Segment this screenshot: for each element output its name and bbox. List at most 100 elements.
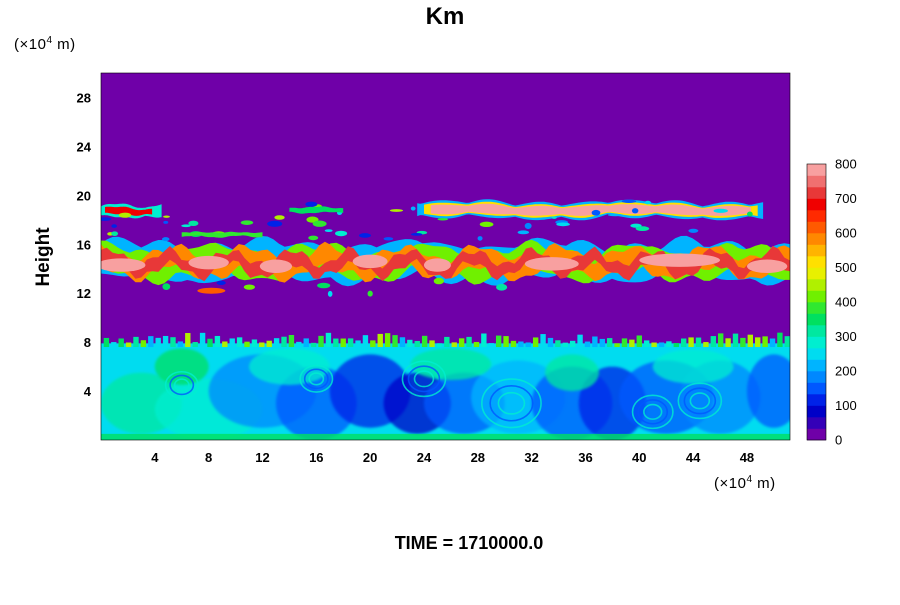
colorbar-tick-label: 800: [835, 157, 857, 172]
lower-fringe: [718, 333, 724, 348]
y-tick-label: 20: [77, 188, 91, 203]
middle-max-patch: [101, 258, 146, 272]
lower-fringe: [370, 340, 376, 348]
middle-max-patch: [524, 257, 579, 271]
lower-fringe: [784, 336, 790, 348]
upper-speck: [410, 206, 416, 211]
lower-fringe: [273, 338, 280, 348]
lower-fringe: [518, 341, 524, 348]
y-tick-label: 16: [77, 237, 91, 252]
middle-layer: [101, 230, 790, 297]
colorbar-tick-label: 200: [835, 364, 857, 379]
heatmap-plot-area: [101, 73, 790, 440]
middle-speck: [383, 237, 394, 241]
colorbar-swatch: [807, 256, 826, 268]
lower-swirl: [631, 394, 674, 430]
upper-speck: [747, 211, 753, 217]
lower-fringe: [569, 340, 576, 348]
x-tick-label: 28: [471, 450, 485, 465]
colorbar-swatch: [807, 244, 826, 257]
lower-fringe: [347, 338, 354, 348]
lower-fringe: [688, 337, 694, 348]
lower-fringe: [414, 340, 420, 348]
lower-fringe: [503, 336, 509, 348]
upper-speck: [188, 220, 199, 227]
upper-speck: [621, 199, 637, 203]
lower-fringe: [606, 338, 613, 348]
lower-eddy: [410, 348, 492, 381]
upper-speck: [524, 222, 532, 230]
upper-speck: [389, 209, 404, 212]
lower-fringe: [340, 338, 346, 348]
lower-fringe: [651, 342, 657, 348]
lower-swirl: [164, 370, 199, 399]
lower-fringe: [362, 335, 369, 348]
lower-fringe: [547, 337, 554, 348]
lower-fringe: [532, 337, 539, 348]
y-tick-label: 8: [84, 335, 91, 350]
colorbar-swatch: [807, 428, 826, 441]
lower-fringe: [599, 338, 605, 348]
lower-fringe: [510, 340, 517, 348]
lower-fringe: [155, 337, 161, 348]
lower-swirl: [169, 374, 195, 396]
lower-fringe: [673, 343, 679, 348]
upper-speck: [607, 213, 623, 217]
colorbar-swatch: [807, 394, 826, 406]
x-tick-label: 32: [524, 450, 538, 465]
x-tick-label: 44: [686, 450, 701, 465]
colorbar-swatch: [807, 233, 826, 245]
lower-fringe: [643, 340, 650, 348]
lower-swirl: [489, 385, 534, 422]
upper-speck: [688, 228, 699, 233]
x-tick-label: 36: [578, 450, 592, 465]
middle-speck: [327, 290, 333, 297]
plot-frame: [100, 72, 791, 441]
lower-swirl: [401, 360, 447, 398]
lower-fringe: [658, 342, 665, 348]
colorbar-swatch: [807, 359, 826, 372]
y-unit-label: (×104 m): [14, 35, 76, 53]
y-tick-label: 28: [77, 90, 91, 105]
middle-speck: [216, 280, 226, 286]
upper-speck: [163, 220, 169, 224]
lower-fringe: [377, 333, 383, 348]
upper-speck: [111, 224, 117, 228]
upper-speck: [631, 208, 639, 214]
y-tick-label: 24: [77, 139, 92, 154]
lower-fringe: [614, 343, 620, 348]
lower-fringe: [451, 342, 457, 348]
upper-speck: [551, 216, 557, 219]
colorbar-tick-label: 600: [835, 226, 857, 241]
lower-swirl: [303, 368, 329, 390]
lower-fringe: [740, 337, 746, 348]
upper-speck: [437, 218, 449, 221]
middle-max-patch: [746, 259, 788, 274]
middle-speck: [162, 283, 171, 290]
lower-fringe: [725, 338, 731, 348]
colorbar-tick-label: 700: [835, 191, 857, 206]
lower-fringe: [244, 341, 250, 348]
lower-fringe: [769, 338, 776, 348]
middle-max-patch: [639, 253, 721, 267]
lower-fringe: [310, 342, 317, 348]
lower-fringe: [732, 333, 739, 348]
lower-fringe: [333, 338, 339, 348]
lower-fringe: [185, 333, 191, 348]
upper-speck: [644, 200, 652, 205]
lower-fringe: [288, 335, 295, 348]
lower-fringe: [592, 336, 598, 348]
upper-speck: [324, 229, 333, 233]
lower-fringe: [192, 342, 198, 348]
y-tick-label: 4: [84, 384, 92, 399]
lower-fringe: [636, 335, 642, 348]
colorbar-swatch: [807, 348, 826, 360]
lower-fringe: [355, 340, 361, 348]
colorbar-swatch: [807, 313, 826, 326]
upper-speck: [118, 212, 132, 218]
lower-fringe: [170, 337, 176, 348]
upper-speck: [101, 217, 112, 221]
x-tick-label: 16: [309, 450, 323, 465]
lower-eddy: [746, 354, 790, 428]
